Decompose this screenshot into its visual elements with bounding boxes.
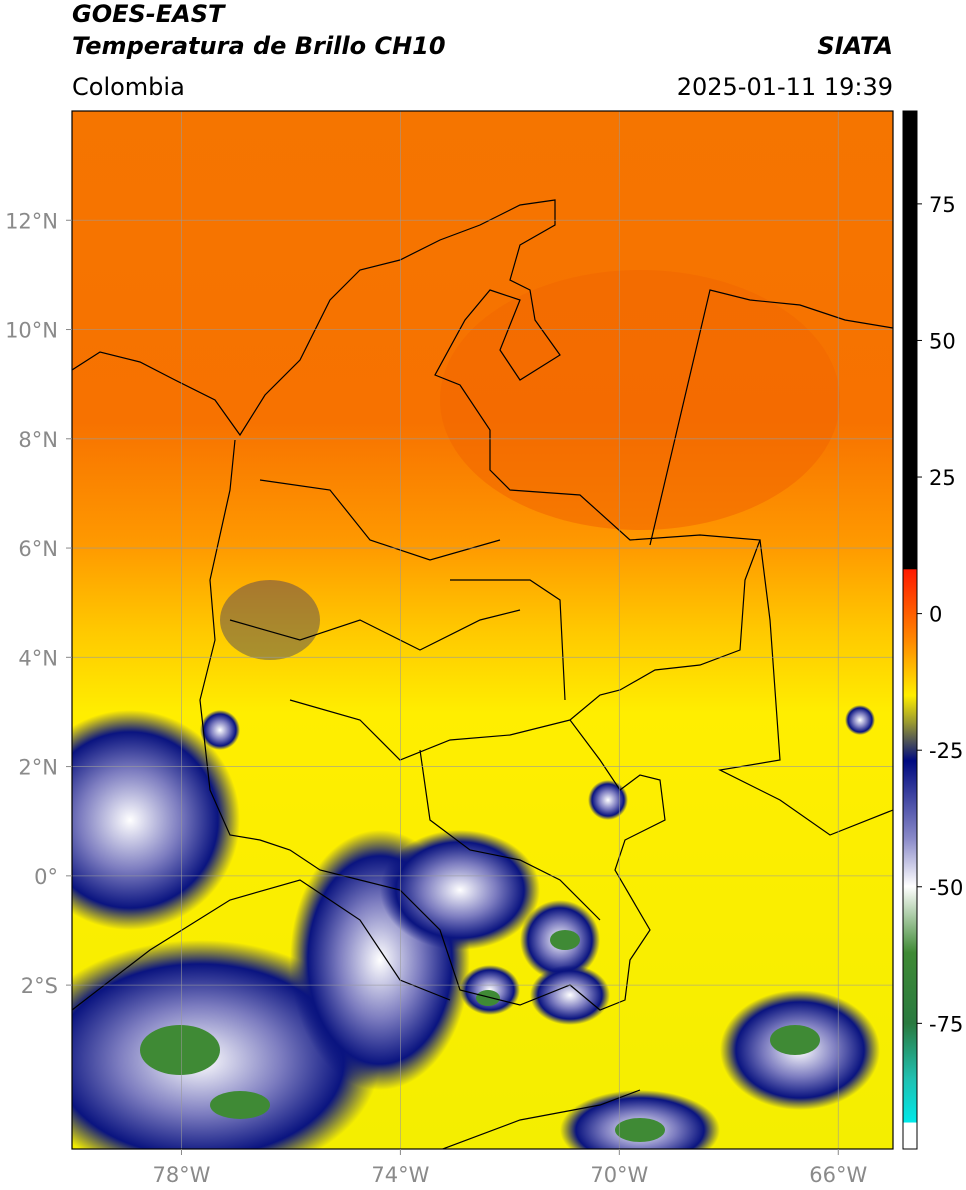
x-tick-label: 74°W — [371, 1163, 429, 1187]
region: Colombia — [72, 73, 185, 101]
colorbar — [902, 110, 918, 1150]
clouds — [72, 580, 880, 1149]
x-tick-label: 66°W — [809, 1163, 867, 1187]
y-tick-label: 2°S — [21, 974, 58, 998]
y-tick-label: 4°N — [18, 646, 58, 670]
colorbar-tick-label: 0 — [929, 603, 942, 627]
y-tick-label: 10°N — [5, 319, 58, 343]
colorbar-tick-label: -75 — [929, 1012, 963, 1036]
y-tick-label: 12°N — [5, 209, 58, 233]
y-tick-label: 2°N — [18, 756, 58, 780]
colorbar-tick-label: 50 — [929, 329, 956, 353]
y-tick-label: 6°N — [18, 537, 58, 561]
colorbar-tick-label: -50 — [929, 876, 963, 900]
map — [72, 111, 893, 1149]
colorbar-tick-label: 75 — [929, 193, 956, 217]
map-frame — [71, 110, 894, 1150]
title: GOES-EAST — [72, 0, 226, 28]
y-tick-label: 0° — [34, 865, 58, 889]
y-tick-label: 8°N — [18, 428, 58, 452]
datetime: 2025-01-11 19:39 — [677, 73, 893, 101]
colorbar-tick-label: 25 — [929, 466, 956, 490]
borders — [72, 199, 893, 1149]
colorbar-tick-label: -25 — [929, 739, 963, 763]
x-tick-label: 78°W — [152, 1163, 210, 1187]
x-tick-label: 70°W — [590, 1163, 648, 1187]
source: SIATA — [817, 32, 893, 60]
subtitle: Temperatura de Brillo CH10 — [72, 32, 446, 60]
warm-area — [440, 270, 840, 530]
